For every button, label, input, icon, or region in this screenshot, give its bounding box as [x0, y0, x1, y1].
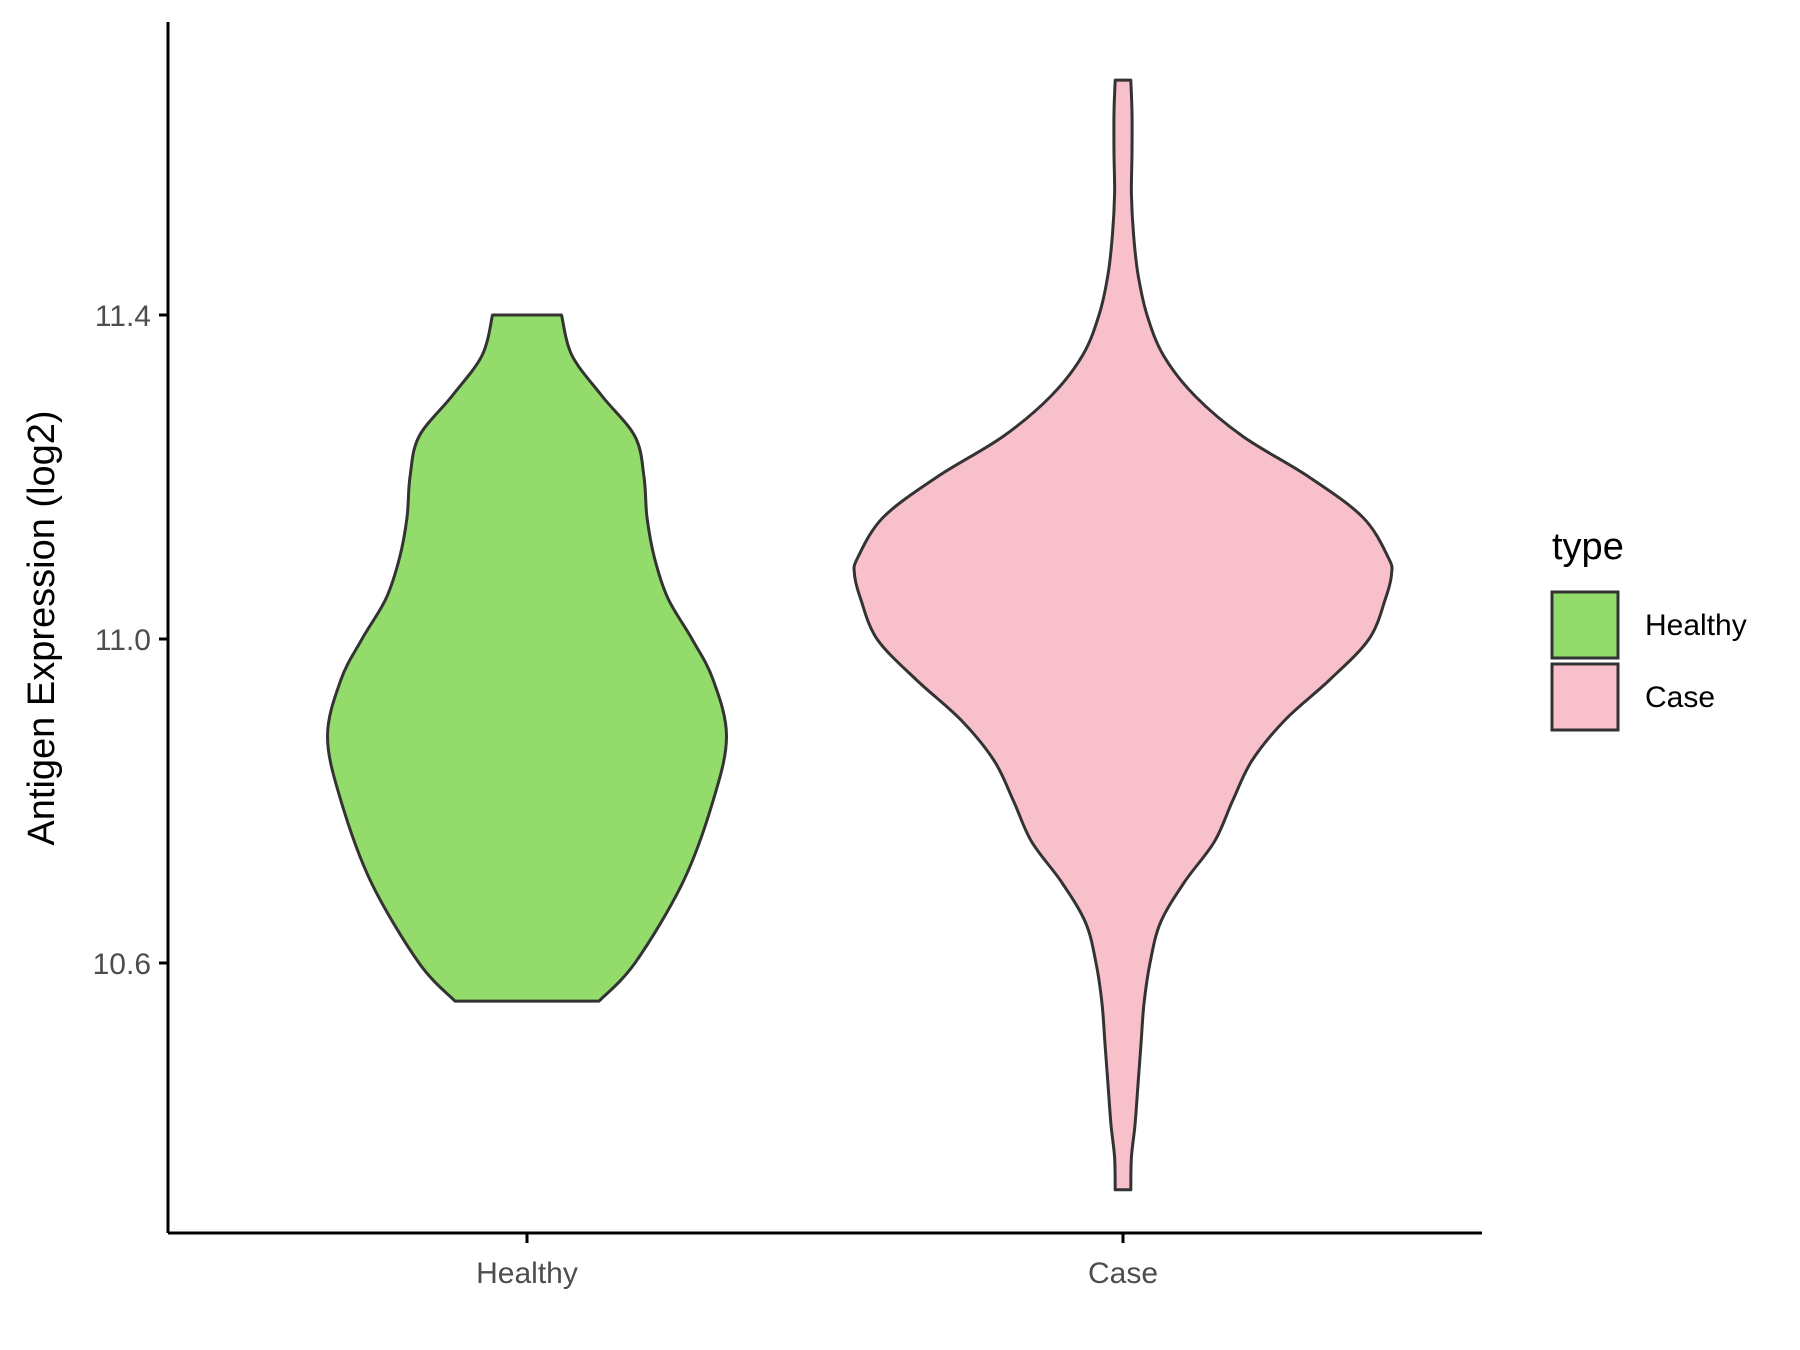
x-tick-label-healthy: Healthy — [476, 1257, 578, 1290]
violins-layer — [326, 78, 1394, 1192]
x-tick-label-case: Case — [1088, 1257, 1158, 1290]
x-ticks: Healthy Case — [476, 1233, 1158, 1290]
legend-swatch-healthy — [1550, 590, 1620, 660]
y-axis-title: Antigen Expression (log2) — [21, 410, 63, 845]
y-ticks: 10.6 11.0 11.4 — [93, 300, 168, 981]
violin-healthy — [326, 313, 728, 1003]
legend: type Healthy Case — [1550, 526, 1747, 732]
legend-swatch-case — [1550, 662, 1620, 732]
legend-label-healthy: Healthy — [1645, 609, 1747, 642]
legend-title: type — [1552, 526, 1624, 568]
y-tick-label: 11.0 — [95, 624, 151, 657]
legend-label-case: Case — [1645, 681, 1715, 714]
axes-layer — [166, 22, 1482, 1235]
violin-case — [852, 78, 1394, 1192]
y-tick-label: 10.6 — [93, 948, 151, 981]
y-tick-label: 11.4 — [95, 300, 151, 333]
